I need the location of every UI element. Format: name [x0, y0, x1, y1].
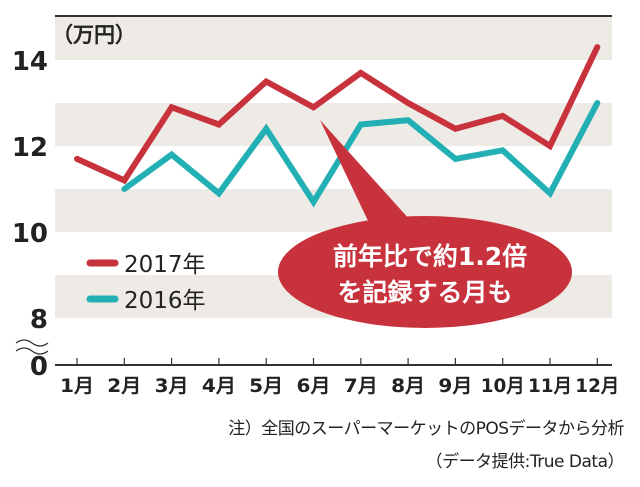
footnote: 注）全国のスーパーマーケットのPOSデータから分析	[228, 419, 624, 439]
y-tick-label: 8	[30, 305, 48, 335]
x-tick-label: 7月	[344, 375, 378, 397]
grid-band	[55, 17, 612, 60]
x-tick-label: 8月	[391, 375, 425, 397]
legend-label: 2017年	[124, 252, 206, 278]
x-tick-label: 11月	[528, 375, 572, 397]
callout-pointer	[320, 120, 410, 225]
legend-label: 2016年	[124, 288, 206, 314]
callout-bubble	[278, 216, 572, 328]
y-tick-label: 12	[12, 133, 48, 163]
series-line-0	[74, 44, 601, 185]
x-tick-label: 4月	[202, 375, 236, 397]
x-tick-label: 12月	[575, 375, 619, 397]
x-tick-label: 2月	[107, 375, 141, 397]
x-tick-label: 1月	[60, 375, 94, 397]
x-tick-label: 9月	[438, 375, 472, 397]
x-tick-label: 10月	[481, 375, 525, 397]
y-tick-label: 14	[12, 47, 48, 77]
unit-label: （万円）	[52, 23, 136, 47]
grid-band	[55, 189, 612, 232]
annotation-callout: 前年比で約1.2倍 を記録する月も	[278, 120, 572, 328]
callout-line1: 前年比で約1.2倍	[333, 242, 527, 271]
x-tick-label: 3月	[155, 375, 189, 397]
axis-break-icon	[15, 339, 49, 355]
x-tick-label: 5月	[249, 375, 283, 397]
source-note: （データ提供:True Data）	[425, 452, 625, 472]
x-tick-label: 6月	[297, 375, 331, 397]
y-tick-label: 10	[12, 219, 48, 249]
callout-line2: を記録する月も	[337, 278, 512, 307]
y-tick-label: 0	[30, 352, 48, 382]
